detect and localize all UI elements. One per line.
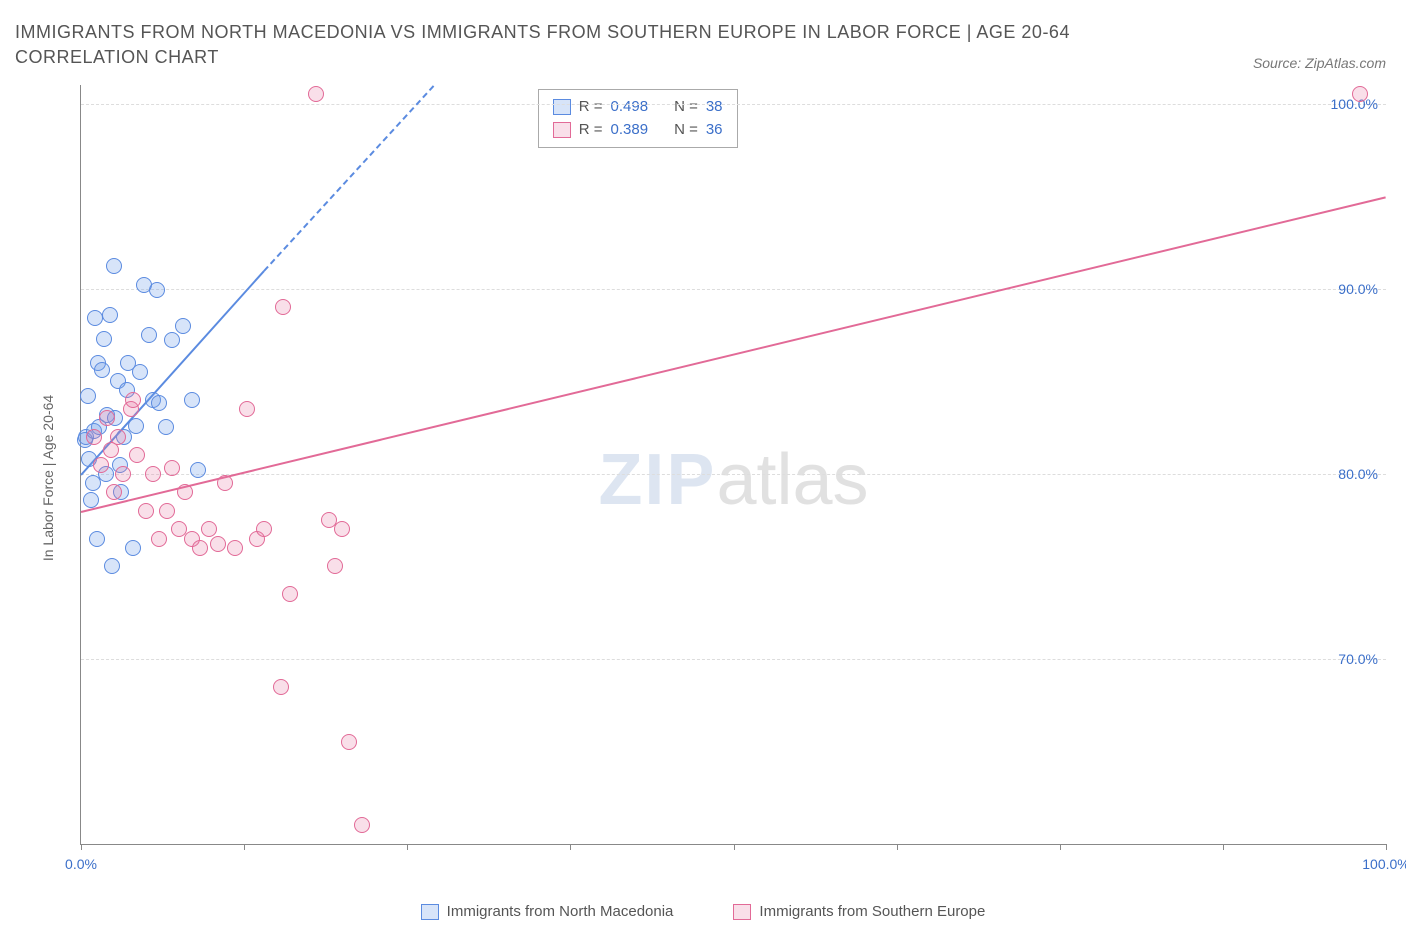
legend-swatch bbox=[733, 904, 751, 920]
data-point bbox=[106, 258, 122, 274]
x-tick-mark bbox=[81, 844, 82, 850]
legend-swatch bbox=[421, 904, 439, 920]
watermark-zip: ZIP bbox=[598, 440, 716, 520]
data-point bbox=[210, 536, 226, 552]
data-point bbox=[151, 531, 167, 547]
data-point bbox=[1352, 86, 1368, 102]
y-axis-label: In Labor Force | Age 20-64 bbox=[40, 394, 56, 560]
data-point bbox=[354, 817, 370, 833]
trend-line bbox=[81, 196, 1386, 513]
data-point bbox=[102, 307, 118, 323]
x-tick-label: 0.0% bbox=[65, 856, 97, 872]
y-tick-label: 70.0% bbox=[1338, 651, 1378, 667]
watermark-atlas: atlas bbox=[716, 440, 868, 520]
data-point bbox=[145, 466, 161, 482]
legend-row: R = 0.498 N = 38 bbox=[553, 96, 723, 119]
data-point bbox=[275, 299, 291, 315]
data-point bbox=[190, 462, 206, 478]
watermark: ZIPatlas bbox=[598, 439, 868, 521]
r-value: 0.498 bbox=[611, 96, 649, 119]
data-point bbox=[192, 540, 208, 556]
data-point bbox=[177, 484, 193, 500]
legend-swatch bbox=[553, 122, 571, 138]
data-point bbox=[273, 679, 289, 695]
data-point bbox=[327, 558, 343, 574]
data-point bbox=[256, 521, 272, 537]
data-point bbox=[93, 457, 109, 473]
data-point bbox=[159, 503, 175, 519]
gridline bbox=[81, 289, 1386, 290]
legend-swatch bbox=[553, 99, 571, 115]
data-point bbox=[89, 531, 105, 547]
data-point bbox=[104, 558, 120, 574]
x-tick-mark bbox=[1223, 844, 1224, 850]
data-point bbox=[308, 86, 324, 102]
n-value: 38 bbox=[706, 96, 723, 119]
data-point bbox=[128, 418, 144, 434]
data-point bbox=[164, 460, 180, 476]
y-tick-label: 90.0% bbox=[1338, 281, 1378, 297]
legend-label: Immigrants from North Macedonia bbox=[447, 903, 674, 920]
data-point bbox=[115, 466, 131, 482]
data-point bbox=[141, 327, 157, 343]
plot-region: ZIPatlas R = 0.498 N = 38 R = 0.389 N = 36 70.0… bbox=[80, 85, 1386, 845]
correlation-legend-box: R = 0.498 N = 38 R = 0.389 N = 36 bbox=[538, 89, 738, 148]
data-point bbox=[239, 401, 255, 417]
x-tick-mark bbox=[1060, 844, 1061, 850]
data-point bbox=[149, 282, 165, 298]
gridline bbox=[81, 104, 1386, 105]
data-point bbox=[83, 492, 99, 508]
data-point bbox=[85, 475, 101, 491]
x-tick-mark bbox=[1386, 844, 1387, 850]
data-point bbox=[125, 392, 141, 408]
data-point bbox=[94, 362, 110, 378]
chart-area: In Labor Force | Age 20-64 ZIPatlas R =0… bbox=[50, 85, 1386, 870]
x-tick-mark bbox=[407, 844, 408, 850]
data-point bbox=[282, 586, 298, 602]
r-label: R = bbox=[579, 119, 603, 142]
x-tick-mark bbox=[897, 844, 898, 850]
data-point bbox=[80, 388, 96, 404]
series-legend: Immigrants from North Macedonia Immigrant… bbox=[0, 903, 1406, 920]
data-point bbox=[125, 540, 141, 556]
data-point bbox=[164, 332, 180, 348]
data-point bbox=[227, 540, 243, 556]
data-point bbox=[201, 521, 217, 537]
legend-item: Immigrants from Southern Europe bbox=[733, 903, 985, 920]
trend-line-extension bbox=[263, 85, 434, 271]
data-point bbox=[96, 331, 112, 347]
gridline bbox=[81, 659, 1386, 660]
data-point bbox=[175, 318, 191, 334]
legend-label: Immigrants from Southern Europe bbox=[759, 903, 985, 920]
legend-row: R = 0.389 N = 36 bbox=[553, 119, 723, 142]
n-value: 36 bbox=[706, 119, 723, 142]
data-point bbox=[341, 734, 357, 750]
r-value: 0.389 bbox=[611, 119, 649, 142]
data-point bbox=[99, 410, 115, 426]
data-point bbox=[129, 447, 145, 463]
data-point bbox=[158, 419, 174, 435]
data-point bbox=[132, 364, 148, 380]
source-attribution: Source: ZipAtlas.com bbox=[1253, 55, 1386, 71]
n-label: N = bbox=[674, 119, 698, 142]
data-point bbox=[86, 429, 102, 445]
data-point bbox=[138, 503, 154, 519]
chart-title: IMMIGRANTS FROM NORTH MACEDONIA VS IMMIG… bbox=[15, 20, 1206, 70]
y-tick-label: 80.0% bbox=[1338, 466, 1378, 482]
x-tick-label: 100.0% bbox=[1362, 856, 1406, 872]
x-tick-mark bbox=[244, 844, 245, 850]
gridline bbox=[81, 474, 1386, 475]
data-point bbox=[334, 521, 350, 537]
data-point bbox=[217, 475, 233, 491]
data-point bbox=[184, 392, 200, 408]
n-label: N = bbox=[674, 96, 698, 119]
r-label: R = bbox=[579, 96, 603, 119]
data-point bbox=[106, 484, 122, 500]
data-point bbox=[151, 395, 167, 411]
x-tick-mark bbox=[570, 844, 571, 850]
x-tick-mark bbox=[734, 844, 735, 850]
data-point bbox=[110, 429, 126, 445]
legend-item: Immigrants from North Macedonia bbox=[421, 903, 674, 920]
